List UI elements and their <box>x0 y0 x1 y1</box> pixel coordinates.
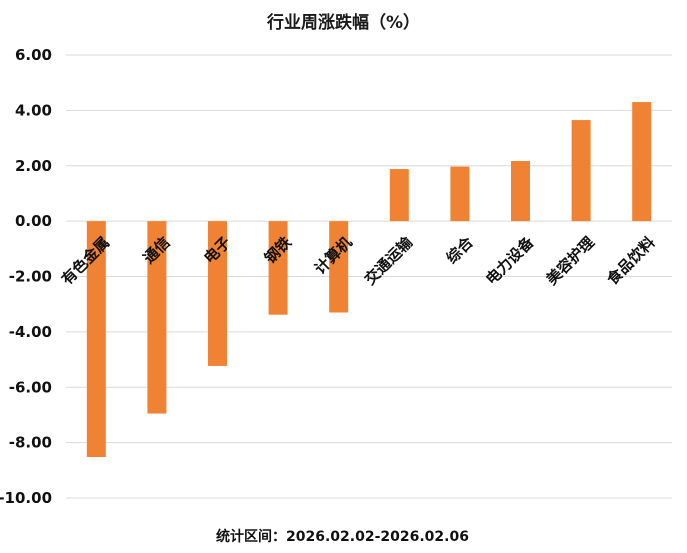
y-tick-label: -6.00 <box>9 378 52 396</box>
gridlines <box>66 54 672 499</box>
date-range-footnote: 统计区间：2026.02.02-2026.02.06 <box>216 529 469 545</box>
bar <box>389 169 409 222</box>
category-label: 交通运输 <box>361 233 417 289</box>
y-tick-label: 4.00 <box>15 101 52 119</box>
category-label: 钢铁 <box>261 233 295 267</box>
y-tick-label: -10.00 <box>0 489 52 507</box>
category-label: 电子 <box>200 233 234 267</box>
category-label: 通信 <box>140 233 174 267</box>
y-tick-label: 6.00 <box>15 46 52 64</box>
y-tick-label: 2.00 <box>15 157 52 175</box>
y-tick-label: -2.00 <box>9 268 52 286</box>
y-tick-label: -4.00 <box>9 323 52 341</box>
y-tick-label: -8.00 <box>9 434 52 452</box>
bar <box>208 221 227 366</box>
bar <box>571 120 591 222</box>
y-tick-labels: 6.00 4.00 2.00 0.00 -2.00 -4.00 -6.00 -8.00 -10.… <box>0 46 52 507</box>
bar <box>268 221 288 315</box>
y-tick-label: 0.00 <box>15 212 52 230</box>
bars <box>86 102 652 458</box>
bar <box>86 221 106 458</box>
category-label: 综合 <box>443 233 478 268</box>
chart-title: 行业周涨跌幅（%） <box>266 13 421 33</box>
bar <box>147 221 167 414</box>
category-label: 食品饮料 <box>603 233 658 288</box>
category-label: 美容护理 <box>543 233 598 288</box>
bar <box>632 102 652 222</box>
bar <box>511 161 530 222</box>
category-label: 电力设备 <box>482 233 538 289</box>
bar <box>329 221 349 313</box>
bar <box>450 166 470 222</box>
